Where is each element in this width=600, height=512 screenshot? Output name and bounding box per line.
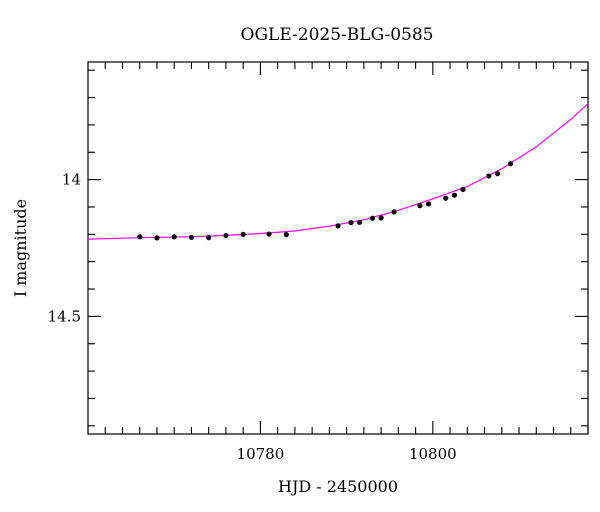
y-tick-label: 14 [62, 171, 81, 189]
data-point [378, 215, 384, 221]
chart-title: OGLE-2025-BLG-0585 [241, 25, 434, 45]
data-point [460, 186, 466, 193]
plot-frame [87, 61, 589, 435]
axis-ticks [87, 62, 589, 434]
data-point [486, 173, 492, 179]
x-tick-label: 10800 [409, 445, 457, 463]
data-point [507, 161, 514, 167]
data-point [266, 231, 272, 237]
axis-tick-labels: 10780 10800 14 14.5 [48, 171, 457, 463]
data-point [283, 231, 289, 238]
model-curve [87, 103, 589, 240]
data-point [171, 234, 177, 240]
y-axis-label: I magnitude [11, 199, 30, 297]
data-point [443, 195, 449, 201]
x-axis-label: HJD - 2450000 [278, 477, 398, 496]
data-point [356, 219, 363, 225]
data-points [137, 161, 514, 241]
data-point [240, 231, 246, 237]
data-point [154, 235, 160, 241]
y-tick-label: 14.5 [48, 307, 81, 325]
data-point [206, 235, 212, 241]
data-point [417, 203, 423, 209]
data-point [391, 209, 397, 215]
data-point [137, 234, 143, 240]
data-point [335, 223, 341, 229]
data-point [369, 215, 376, 221]
data-point [223, 232, 229, 239]
data-point [188, 234, 195, 240]
data-point [425, 201, 432, 207]
data-point [451, 192, 457, 198]
x-tick-label: 10780 [237, 445, 285, 463]
data-point [348, 219, 354, 226]
data-point [494, 171, 501, 177]
